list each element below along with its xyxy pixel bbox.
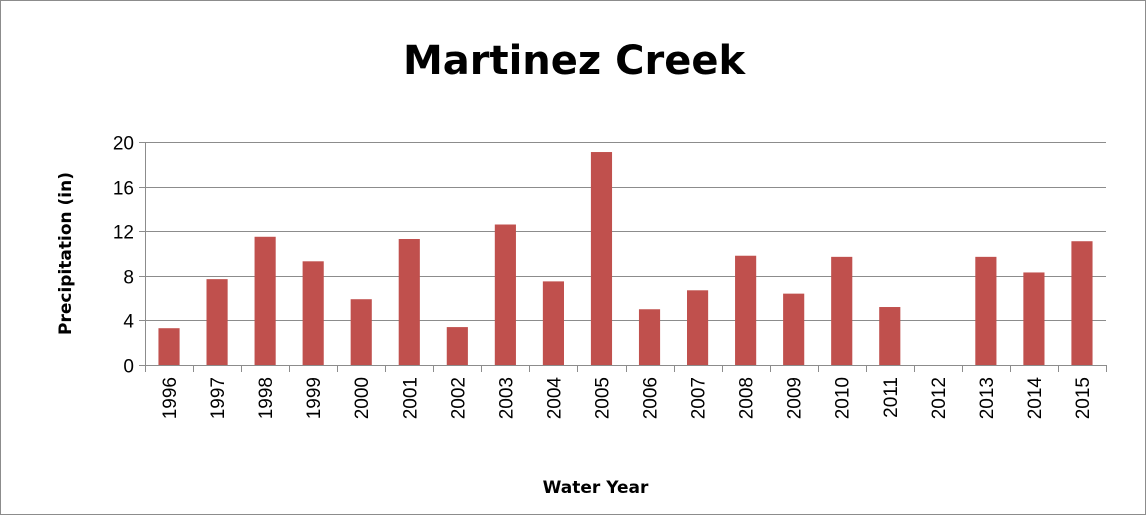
x-tick-label: 2012	[929, 377, 950, 419]
bar	[542, 281, 564, 365]
x-tick-label: 2000	[352, 377, 373, 419]
x-tick-label: 2015	[1073, 377, 1094, 419]
bar	[494, 224, 516, 365]
bar	[735, 255, 757, 365]
y-tick-label: 4	[123, 312, 134, 333]
bar	[302, 261, 324, 365]
bar	[783, 293, 805, 365]
bar	[590, 152, 613, 365]
bar	[254, 236, 276, 365]
x-tick-label: 2004	[544, 377, 565, 420]
bar	[206, 279, 228, 365]
bar	[831, 256, 853, 365]
x-tick-label: 2008	[737, 377, 758, 419]
bar	[975, 256, 997, 365]
x-tick-label: 2014	[1025, 377, 1046, 420]
y-axis-title: Precipitation (in)	[56, 172, 76, 335]
x-tick-label: 2010	[833, 377, 854, 419]
x-tick-label: 2002	[448, 377, 469, 419]
y-tick-label: 8	[123, 268, 134, 289]
bar	[687, 290, 709, 365]
bar	[879, 307, 901, 365]
x-tick-label: 2006	[641, 377, 662, 419]
bar	[1071, 241, 1093, 365]
bar	[398, 239, 420, 365]
x-axis-title: Water Year	[543, 478, 649, 498]
y-tick-label: 20	[113, 134, 134, 155]
x-tick-label: 1997	[208, 377, 229, 419]
y-tick-label: 0	[123, 357, 134, 378]
bar	[350, 299, 372, 365]
x-tick-label: 2001	[400, 377, 421, 419]
bar	[1023, 272, 1045, 365]
y-tick-label: 16	[113, 179, 134, 200]
x-tick-label: 1998	[256, 377, 277, 419]
x-tick-label: 2013	[977, 377, 998, 419]
bar	[638, 309, 661, 365]
x-tick-label: 1999	[304, 377, 325, 419]
x-tick-label: 2011	[881, 377, 902, 418]
x-tick-label: 1996	[160, 377, 181, 419]
x-tick-label: 2009	[785, 377, 806, 419]
x-tick-label: 2005	[592, 377, 613, 419]
bar	[158, 328, 180, 365]
y-tick-label: 12	[113, 223, 134, 244]
bar	[446, 327, 468, 365]
x-tick-label: 2003	[496, 377, 517, 419]
x-tick-label: 2007	[689, 377, 710, 419]
chart-title: Martinez Creek	[402, 38, 746, 84]
